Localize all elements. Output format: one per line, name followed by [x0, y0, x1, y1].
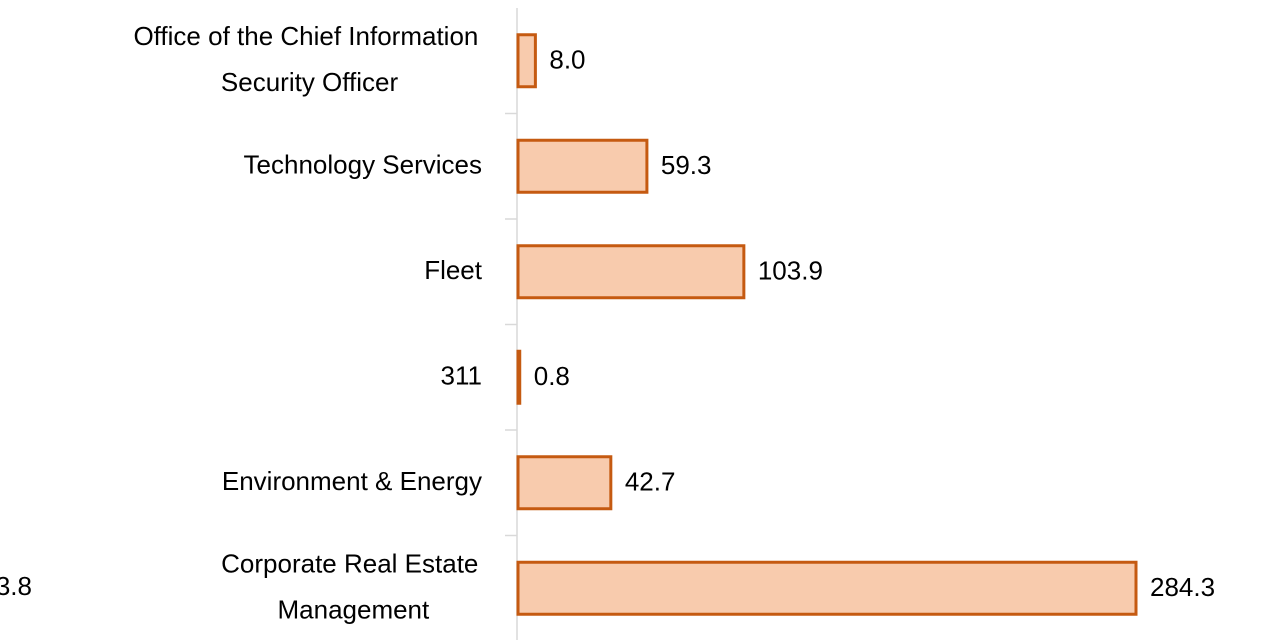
bar [516, 244, 746, 300]
value-label: 42.7 [625, 467, 676, 497]
category-label: 311 [441, 360, 482, 390]
value-label: 284.3 [1150, 572, 1215, 602]
bar [516, 138, 649, 194]
category-label: Fleet [424, 255, 483, 285]
category-label: Office of the Chief Information Security… [133, 21, 485, 97]
bar [516, 560, 1138, 616]
category-label: Corporate Real Estate Management [221, 548, 485, 624]
value-label: 103.9 [758, 256, 823, 286]
value-label: 0.8 [534, 361, 570, 391]
bar [516, 455, 613, 511]
bar [516, 33, 537, 89]
category-label: Environment & Energy [222, 466, 482, 496]
category-label: Technology Services [244, 149, 482, 179]
value-label: 8.0 [549, 45, 585, 75]
clipped-annotation: 3.8 [0, 571, 32, 601]
bar [516, 349, 522, 405]
value-label: 59.3 [661, 150, 712, 180]
